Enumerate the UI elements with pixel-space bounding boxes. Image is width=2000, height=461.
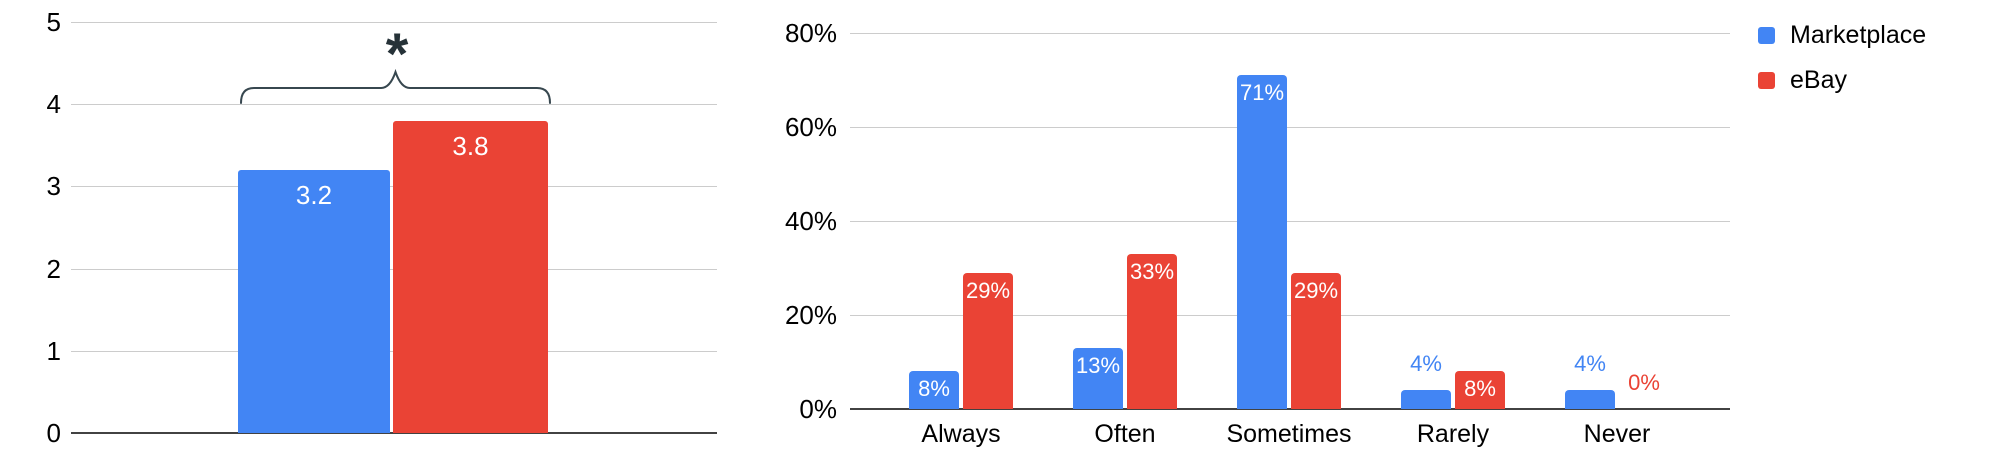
bar-marketplace	[238, 170, 390, 433]
bar-marketplace-often	[1073, 348, 1123, 409]
legend-swatch-marketplace	[1758, 27, 1775, 44]
y-tick-label: 2	[46, 254, 61, 284]
y-tick-label: 40%	[784, 206, 837, 236]
gridline	[850, 127, 1730, 128]
bar-value-label: 13%	[1075, 353, 1121, 378]
bar-value-label: 29%	[1293, 278, 1339, 303]
bar-ebay-sometimes	[1291, 273, 1341, 409]
y-tick-label: 1	[46, 336, 61, 366]
y-tick-label: 5	[46, 7, 61, 37]
y-tick-label: 80%	[784, 18, 837, 48]
x-axis-baseline	[850, 408, 1730, 410]
significance-brace	[240, 64, 551, 105]
bar-marketplace-never	[1565, 390, 1615, 409]
category-label-never: Never	[1583, 420, 1651, 448]
gridline	[850, 33, 1730, 34]
bar-marketplace-rarely	[1401, 390, 1451, 409]
left-bar-chart: 0 1 2 3 4 5 3.2 3.8 *	[0, 0, 740, 461]
bar-ebay-always	[963, 273, 1013, 409]
significance-asterisk: *	[385, 22, 409, 87]
bar-marketplace-always	[909, 371, 959, 409]
y-tick-label: 60%	[784, 112, 837, 142]
gridline	[850, 221, 1730, 222]
gridline	[71, 22, 717, 23]
bar-ebay-rarely	[1455, 371, 1505, 409]
y-tick-label: 20%	[784, 300, 837, 330]
gridline	[71, 104, 717, 105]
bar-value-label: 8%	[1464, 376, 1496, 401]
bar-value-label: 0%	[1628, 370, 1660, 395]
bar-value-label: 4%	[1410, 351, 1442, 376]
x-axis-baseline	[71, 432, 717, 434]
bar-marketplace-sometimes	[1237, 75, 1287, 409]
gridline	[850, 315, 1730, 316]
category-label-rarely: Rarely	[1416, 420, 1490, 448]
bar-value-label: 33%	[1129, 259, 1175, 284]
category-label-always: Always	[921, 420, 1001, 448]
legend: Marketplace eBay	[1758, 21, 1978, 117]
bar-value-label: 71%	[1239, 80, 1285, 105]
bar-value-label: 29%	[965, 278, 1011, 303]
y-tick-label: 3	[46, 171, 61, 201]
category-label-often: Often	[1094, 420, 1156, 448]
bar-value-label: 4%	[1574, 351, 1606, 376]
y-tick-label: 0%	[799, 394, 837, 424]
y-tick-label: 0	[46, 418, 61, 448]
bar-ebay	[393, 121, 548, 433]
right-grouped-bar-chart: 0% 20% 40% 60% 80% Always Often Sometimes Rarely…	[740, 0, 2000, 461]
legend-swatch-ebay	[1758, 72, 1775, 89]
legend-label: eBay	[1790, 66, 1847, 94]
category-label-sometimes: Sometimes	[1226, 420, 1352, 448]
legend-label: Marketplace	[1790, 21, 1927, 49]
bar-value-label: 3.8	[452, 131, 489, 161]
bar-value-label: 3.2	[295, 180, 333, 210]
bar-ebay-often	[1127, 254, 1177, 409]
y-tick-label: 4	[46, 89, 61, 119]
bar-value-label: 8%	[918, 376, 950, 401]
